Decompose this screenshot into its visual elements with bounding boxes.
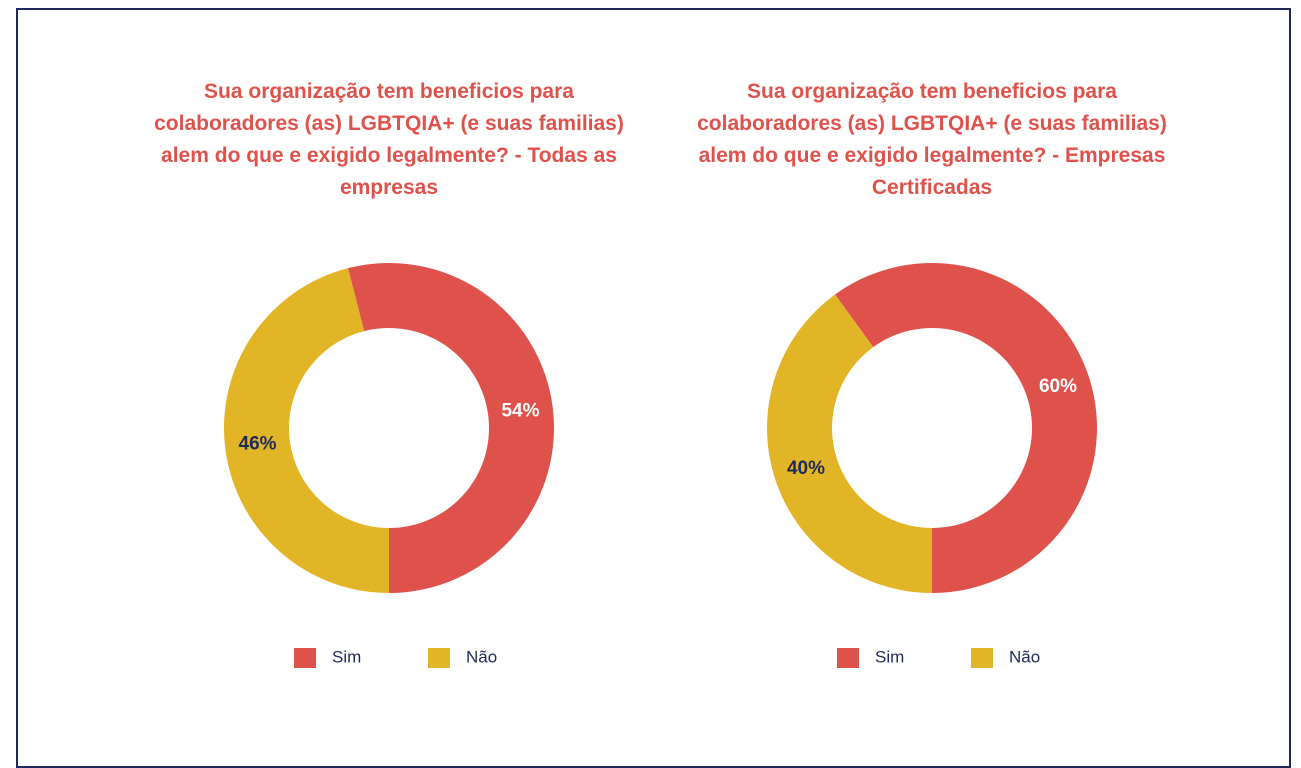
legend-swatch: [837, 648, 859, 668]
legend-swatch: [294, 648, 316, 668]
donut-slice: [835, 262, 1097, 593]
chart-title: Sua organização tem beneficios para cola…: [154, 80, 624, 199]
legend-label: Sim: [332, 647, 361, 666]
page: Sua organização tem beneficios para cola…: [16, 8, 1291, 768]
data-label: 54%: [501, 400, 539, 421]
data-label: 40%: [787, 458, 825, 479]
data-label: 60%: [1039, 376, 1077, 397]
donut-slice: [224, 268, 389, 593]
chart-title: Sua organização tem beneficios para cola…: [697, 80, 1167, 199]
donut-slice: [767, 294, 932, 593]
data-label: 46%: [239, 434, 277, 455]
legend-swatch: [428, 648, 450, 668]
legend-label: Sim: [875, 647, 904, 666]
donut-slice: [347, 262, 554, 593]
legend-label: Não: [466, 647, 497, 666]
legend-swatch: [971, 648, 993, 668]
legend-label: Não: [1009, 647, 1040, 666]
charts: 54% 46% Sim Não 60% 40% Sim Não: [224, 262, 1097, 668]
